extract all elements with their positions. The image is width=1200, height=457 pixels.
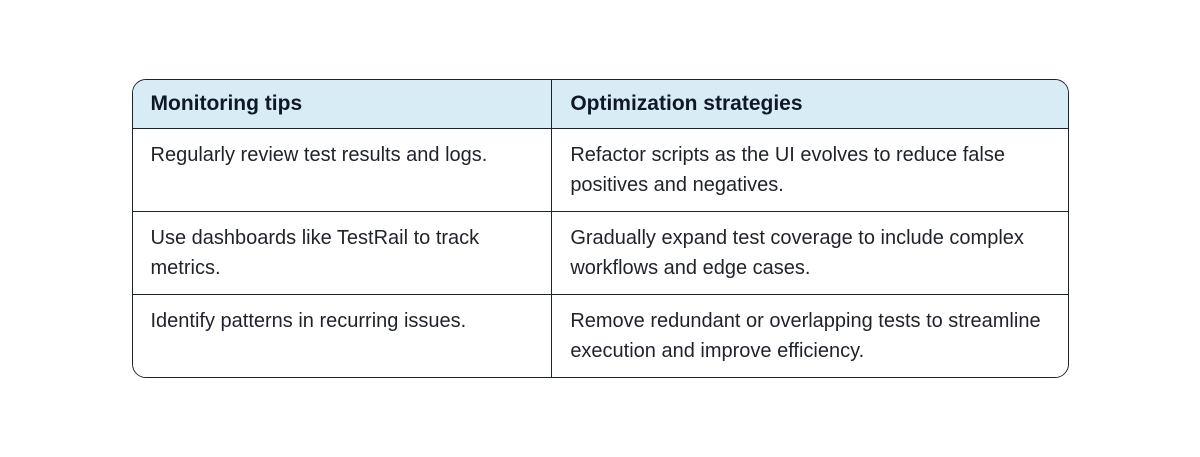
cell-monitoring-tip: Use dashboards like TestRail to track me… <box>132 212 553 295</box>
cell-monitoring-tip: Regularly review test results and logs. <box>132 129 553 212</box>
table-row: Identify patterns in recurring issues. R… <box>132 295 1068 377</box>
column-header-monitoring-tips: Monitoring tips <box>132 80 553 129</box>
cell-optimization-strategy: Refactor scripts as the UI evolves to re… <box>552 129 1068 212</box>
cell-monitoring-tip: Identify patterns in recurring issues. <box>132 295 553 377</box>
column-header-optimization-strategies: Optimization strategies <box>552 80 1068 129</box>
monitoring-optimization-table: Monitoring tips Optimization strategies … <box>132 80 1068 377</box>
table-header-row: Monitoring tips Optimization strategies <box>132 80 1068 129</box>
cell-optimization-strategy: Remove redundant or overlapping tests to… <box>552 295 1068 377</box>
cell-optimization-strategy: Gradually expand test coverage to includ… <box>552 212 1068 295</box>
table-row: Use dashboards like TestRail to track me… <box>132 212 1068 295</box>
table-row: Regularly review test results and logs. … <box>132 129 1068 212</box>
tips-table-card: Monitoring tips Optimization strategies … <box>131 79 1069 378</box>
